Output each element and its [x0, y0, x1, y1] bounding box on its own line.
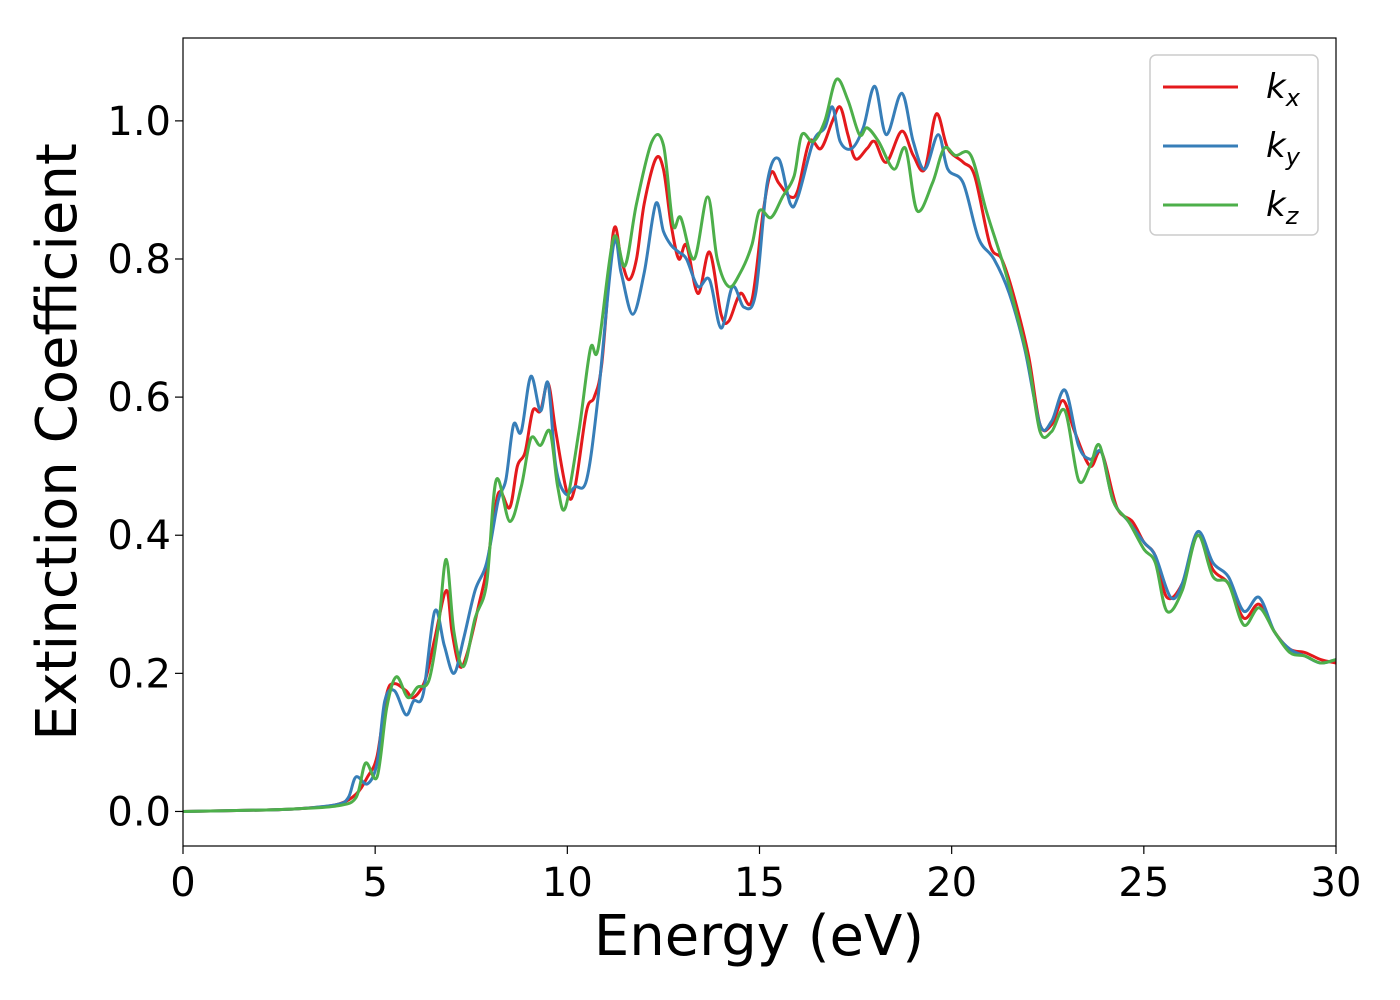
y-tick-label: 0.4	[107, 513, 171, 559]
x-axis: 0 5 10 15 20 25 30	[170, 846, 1361, 906]
x-axis-title: Energy (eV)	[594, 904, 924, 969]
y-tick-label: 1.0	[107, 99, 171, 145]
x-tick-label: 0	[170, 860, 195, 906]
x-tick-label: 5	[362, 860, 387, 906]
x-tick-label: 20	[926, 860, 977, 906]
series-layer	[183, 77, 1336, 813]
y-tick-label: 0.6	[107, 375, 171, 421]
x-tick-label: 15	[734, 860, 785, 906]
legend: kx ky kz	[1149, 54, 1319, 236]
legend-label-ky: ky	[1266, 126, 1301, 171]
y-tick-label: 0.8	[107, 237, 171, 283]
legend-label-kz: kz	[1266, 185, 1300, 230]
y-axis: 0.0 0.2 0.4 0.6 0.8 1.0	[107, 99, 183, 835]
legend-label-kx: kx	[1266, 67, 1301, 112]
y-axis-title: Extinction Coefficient	[25, 143, 90, 741]
y-tick-label: 0.0	[107, 789, 171, 835]
x-tick-label: 30	[1311, 860, 1362, 906]
series-line-kz	[183, 77, 1336, 813]
x-tick-label: 10	[542, 860, 593, 906]
y-tick-label: 0.2	[107, 651, 171, 697]
x-tick-label: 25	[1118, 860, 1169, 906]
